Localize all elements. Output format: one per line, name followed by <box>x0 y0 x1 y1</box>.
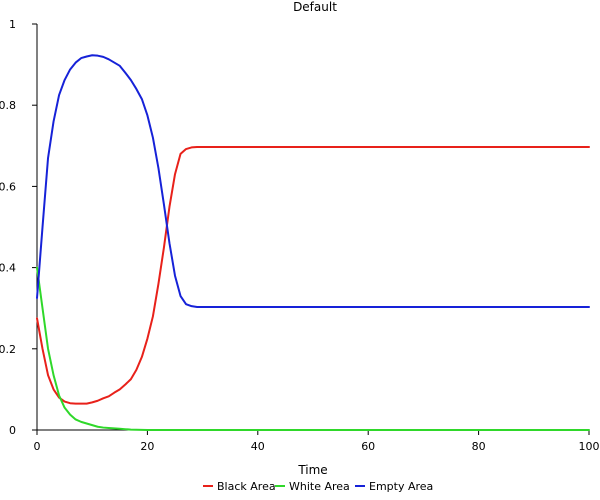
chart-title: Default <box>293 0 337 14</box>
x-tick-label: 80 <box>472 440 486 453</box>
axes <box>36 24 589 431</box>
y-tick-label: 1 <box>9 18 16 31</box>
series-line-black-area <box>36 146 590 405</box>
x-tick-label: 20 <box>140 440 154 453</box>
series-lines <box>36 54 590 431</box>
y-tick-label: 0.2 <box>0 343 16 356</box>
series-line-empty-area <box>36 54 590 308</box>
x-tick-label: 60 <box>361 440 375 453</box>
x-tick-label: 0 <box>34 440 41 453</box>
legend: Black Area White Area Empty Area <box>203 480 433 493</box>
x-tick-label: 40 <box>251 440 265 453</box>
y-tick-label: 0.8 <box>0 99 16 112</box>
y-tick-label: 0.6 <box>0 180 16 193</box>
x-axis-label: Time <box>297 463 327 477</box>
legend-label-white-area: White Area <box>289 480 350 493</box>
series-line-white-area <box>36 266 590 431</box>
x-tick-label: 100 <box>579 440 600 453</box>
y-tick-label: 0 <box>9 424 16 437</box>
legend-label-empty-area: Empty Area <box>369 480 433 493</box>
x-axis-ticks: 0 20 40 60 80 100 <box>34 430 600 453</box>
y-axis-ticks: 0 0.2 0.4 0.6 0.8 1 <box>0 18 37 437</box>
legend-label-black-area: Black Area <box>217 480 276 493</box>
y-tick-label: 0.4 <box>0 262 16 275</box>
